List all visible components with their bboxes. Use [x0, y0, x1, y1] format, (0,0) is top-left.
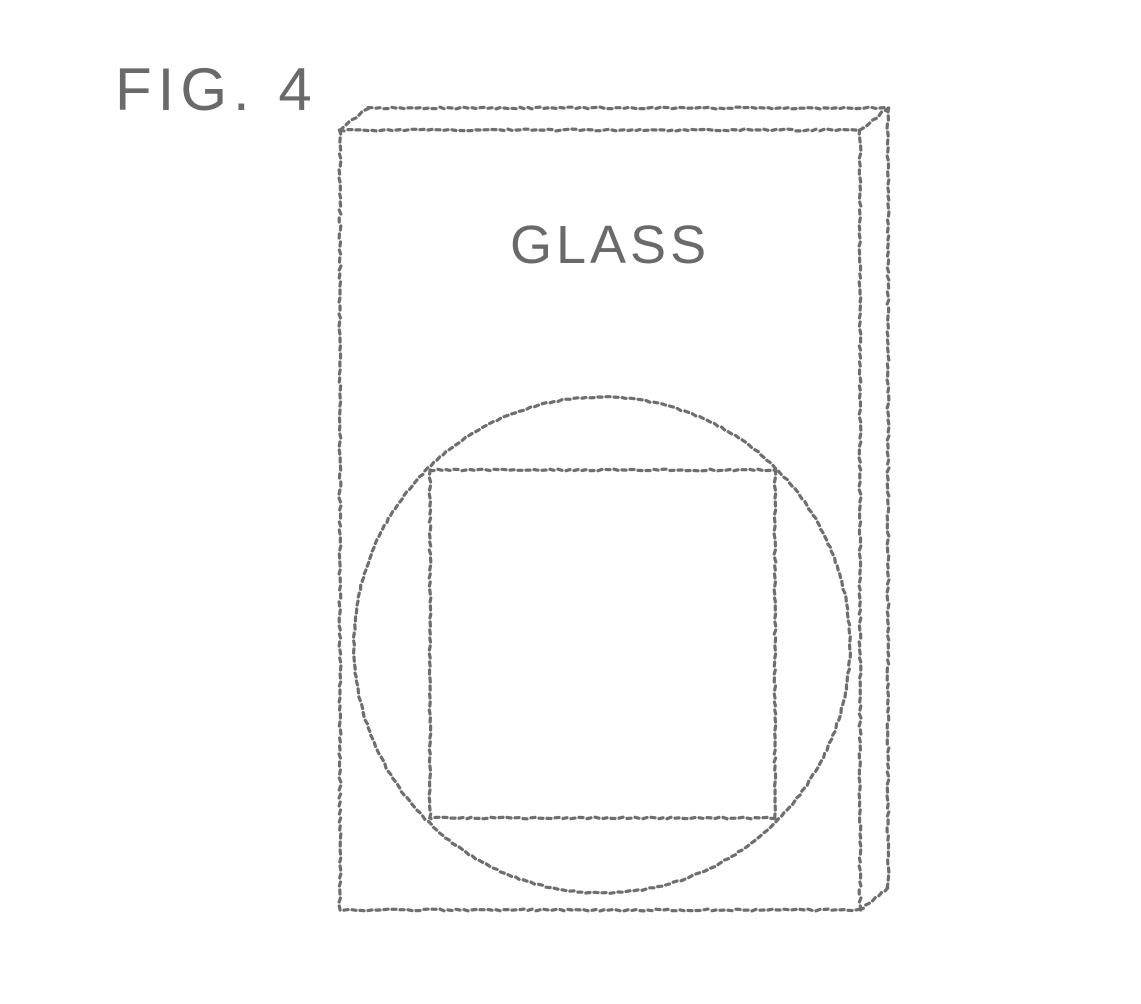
box-back-right	[887, 108, 889, 888]
box-edge-tl	[340, 109, 368, 131]
figure-canvas: FIG. 4 GLASS	[0, 0, 1141, 1004]
box-edge-tr	[860, 108, 888, 130]
diagram-svg	[0, 0, 1141, 1004]
box-edge-br	[860, 888, 888, 910]
box-back-top	[368, 107, 884, 109]
glass-label: GLASS	[510, 214, 710, 276]
inner-rectangle	[429, 469, 776, 819]
